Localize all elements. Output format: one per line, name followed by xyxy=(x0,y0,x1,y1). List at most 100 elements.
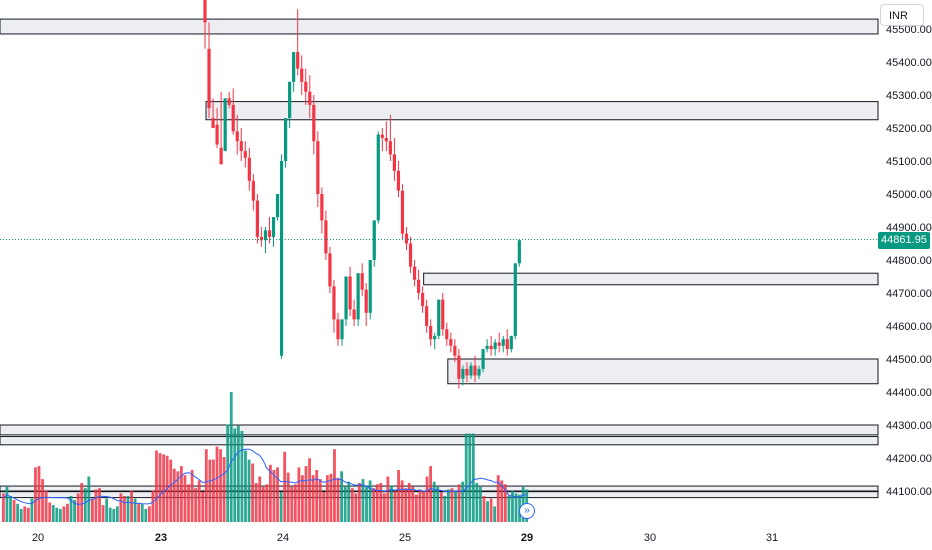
volume-bar xyxy=(318,479,322,522)
candle-body xyxy=(296,52,300,69)
candle-body xyxy=(211,118,215,128)
double-chevron-right-icon[interactable]: » xyxy=(519,503,535,519)
time-tick-label: 24 xyxy=(277,532,289,544)
candle-body xyxy=(505,339,509,350)
candle-body xyxy=(445,329,449,340)
price-tick-label: 44900.00 xyxy=(886,222,932,234)
volume-bar xyxy=(94,489,98,522)
volume-bar xyxy=(425,476,429,522)
volume-bar xyxy=(286,472,290,522)
volume-bar xyxy=(301,475,304,522)
candle-body xyxy=(340,319,344,340)
volume-bar xyxy=(329,473,333,522)
volume-bar xyxy=(297,467,301,522)
volume-bar xyxy=(222,457,226,522)
candle-body xyxy=(513,263,517,336)
volume-ma-line xyxy=(3,448,527,506)
volume-bar xyxy=(443,496,447,522)
volume-bar xyxy=(5,486,9,522)
candle-body xyxy=(251,180,255,201)
candle-body xyxy=(304,81,308,92)
candle-body xyxy=(279,161,284,356)
volume-bar xyxy=(254,483,258,522)
candle-body xyxy=(352,309,356,320)
volume-bar xyxy=(19,509,23,522)
zone-box xyxy=(447,358,879,385)
price-tick-label: 44200.00 xyxy=(886,453,932,465)
candle-body xyxy=(404,233,409,244)
candle-body xyxy=(477,368,481,376)
candle-body xyxy=(425,306,429,326)
volume-bar xyxy=(12,499,16,522)
price-tick-label: 44700.00 xyxy=(886,288,932,300)
candle-body xyxy=(239,141,243,152)
candle-body xyxy=(271,217,276,237)
candle-body xyxy=(227,98,231,105)
volume-bar xyxy=(130,490,133,522)
volume-bar xyxy=(454,490,457,522)
volume-ma-layer xyxy=(3,448,527,506)
volume-bar xyxy=(212,459,215,522)
volume-bar xyxy=(108,507,112,522)
candle-body xyxy=(292,52,296,82)
volume-bar xyxy=(162,454,165,522)
candle-body xyxy=(364,289,368,313)
volume-bar xyxy=(155,450,158,522)
candle-body xyxy=(284,118,288,161)
currency-label[interactable]: INR xyxy=(880,4,924,26)
volume-bar xyxy=(382,493,386,522)
candle-body xyxy=(259,236,264,241)
volume-bar xyxy=(265,484,269,522)
candle-body xyxy=(231,104,235,132)
candle-body xyxy=(461,368,465,379)
volume-bar xyxy=(240,431,244,522)
volume-bar xyxy=(354,493,358,522)
volume-bar xyxy=(450,488,454,522)
candle-body xyxy=(219,147,223,165)
volume-bar xyxy=(183,475,187,522)
volume-bar xyxy=(83,488,87,522)
volume-bar xyxy=(62,506,66,522)
volume-bar xyxy=(201,492,205,522)
volume-bar xyxy=(386,476,390,522)
volume-bar xyxy=(251,463,254,522)
volume-bar xyxy=(236,425,240,522)
volume-bar xyxy=(219,449,222,522)
candle-body xyxy=(421,293,425,307)
volume-bar xyxy=(37,466,41,522)
volume-bar xyxy=(496,475,500,522)
candle-body xyxy=(255,200,259,237)
time-tick-label: 25 xyxy=(399,532,411,544)
zone-box xyxy=(423,272,879,286)
price-tick-label: 45100.00 xyxy=(886,156,932,168)
volume-bar xyxy=(76,493,80,522)
candle-body xyxy=(485,345,489,350)
candle-body xyxy=(332,286,336,320)
time-tick-label: 20 xyxy=(32,532,44,544)
volume-layer xyxy=(2,392,529,522)
volume-bar xyxy=(397,470,400,522)
candle-body xyxy=(465,368,469,376)
volume-bar xyxy=(126,496,130,522)
volume-bar xyxy=(340,471,343,522)
zone-box xyxy=(0,18,879,35)
price-tick-label: 45000.00 xyxy=(886,189,932,201)
volume-bar xyxy=(147,506,151,522)
time-tick-label: 29 xyxy=(521,532,533,544)
zones-layer xyxy=(0,18,879,499)
price-tick-label: 45300.00 xyxy=(886,90,932,102)
candle-body xyxy=(223,98,227,152)
volume-bar xyxy=(482,496,486,522)
volume-bar xyxy=(73,499,76,522)
volume-bar xyxy=(115,506,119,522)
volume-bar xyxy=(2,493,5,522)
candle-body xyxy=(517,240,521,264)
candle-body xyxy=(348,276,352,310)
candle-body xyxy=(497,342,501,346)
price-axis[interactable]: 45400.00 45300.00 45200.00 45100.00 45000.00… xyxy=(886,24,932,498)
volume-bar xyxy=(208,459,212,522)
time-axis[interactable]: 20 23 24 25 29 30 31 xyxy=(32,532,778,544)
candle-body xyxy=(308,91,312,105)
zone-box xyxy=(0,424,879,436)
